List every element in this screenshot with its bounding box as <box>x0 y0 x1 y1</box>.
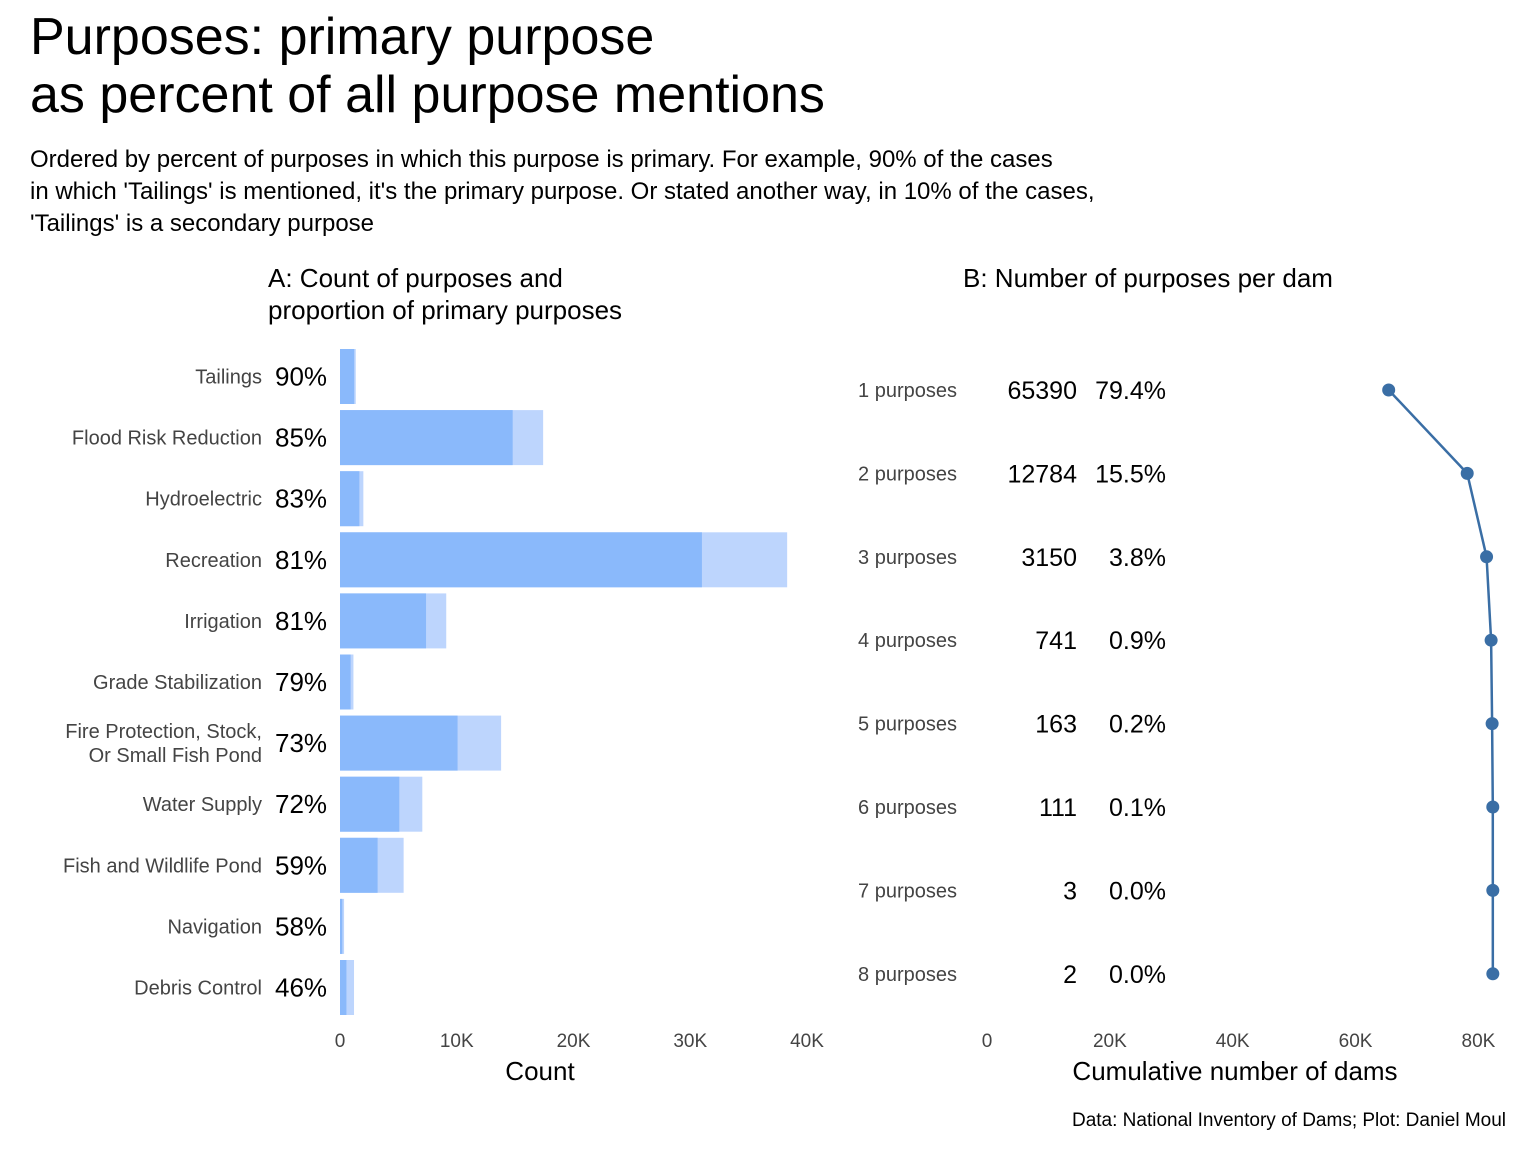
chart-title-line-1: Purposes: primary purpose <box>30 8 655 66</box>
chart-caption: Data: National Inventory of Dams; Plot: … <box>1071 1110 1506 1131</box>
chart-subtitle-line-3: 'Tailings' is a secondary purpose <box>30 210 375 237</box>
purposes-label: 1 purposes <box>858 380 957 402</box>
x-tick-label: 40K <box>790 1031 824 1052</box>
category-label: Hydroelectric <box>145 489 262 511</box>
percent-label: 79% <box>275 667 327 697</box>
category-label: Or Small Fish Pond <box>89 745 262 767</box>
data-point <box>1382 383 1396 397</box>
bar-primary <box>340 471 360 527</box>
cumulative-line <box>1387 389 1495 974</box>
purposes-label: 2 purposes <box>858 463 957 485</box>
dam-count-label: 111 <box>1039 794 1077 822</box>
data-point <box>1480 550 1494 564</box>
percent-label: 83% <box>275 484 327 514</box>
percent-label: 81% <box>275 606 327 636</box>
percent-label: 46% <box>275 973 327 1003</box>
data-point <box>1486 883 1500 897</box>
bar-primary <box>340 654 351 710</box>
dam-percent-label: 3.8% <box>1109 544 1166 572</box>
dam-percent-label: 0.1% <box>1109 794 1166 822</box>
x-tick-label: 20K <box>557 1031 591 1052</box>
dam-percent-label: 0.0% <box>1109 961 1166 989</box>
category-label: Tailings <box>195 367 262 389</box>
category-label: Recreation <box>165 550 262 572</box>
purposes-label: 7 purposes <box>858 880 957 902</box>
bar-primary <box>340 349 355 404</box>
data-point <box>1486 967 1500 981</box>
data-point <box>1486 800 1500 814</box>
panel-a-title-line: proportion of primary purposes <box>268 295 622 325</box>
x-tick-label: 20K <box>1093 1031 1127 1052</box>
category-label: Navigation <box>167 916 262 938</box>
bar-primary <box>340 532 702 588</box>
x-tick-label: 0 <box>335 1031 346 1052</box>
x-tick-label: 10K <box>440 1031 474 1052</box>
dam-count-label: 2 <box>1063 961 1077 989</box>
dam-count-label: 12784 <box>1007 460 1077 488</box>
chart-subtitle-line-2: in which 'Tailings' is mentioned, it's t… <box>30 178 1095 205</box>
dam-count-label: 3 <box>1063 877 1077 905</box>
chart-subtitle-line-1: Ordered by percent of purposes in which … <box>30 146 1053 173</box>
x-axis-title: Count <box>505 1056 575 1086</box>
data-point <box>1485 717 1499 731</box>
percent-label: 72% <box>275 789 327 819</box>
purposes-label: 8 purposes <box>858 964 957 986</box>
category-label: Grade Stabilization <box>93 672 262 694</box>
percent-label: 58% <box>275 911 327 941</box>
dam-count-label: 741 <box>1035 627 1077 655</box>
percent-label: 90% <box>275 362 327 392</box>
panel-a-title-line: A: Count of purposes and <box>268 263 563 293</box>
percent-label: 85% <box>275 423 327 453</box>
chart-title-line-2: as percent of all purpose mentions <box>30 66 825 124</box>
dam-count-label: 3150 <box>1021 544 1077 572</box>
bar-primary <box>340 715 458 771</box>
chart-subtitle: Ordered by percent of purposes in which … <box>30 144 1510 240</box>
category-label: Irrigation <box>184 611 262 633</box>
bar-primary <box>340 593 427 649</box>
bar-primary <box>340 837 378 893</box>
dam-percent-label: 0.2% <box>1109 711 1166 739</box>
bar-primary <box>340 410 513 466</box>
percent-label: 81% <box>275 545 327 575</box>
bar-primary <box>340 776 400 832</box>
chart-title: Purposes: primary purpose as percent of … <box>30 8 1510 124</box>
purposes-label: 6 purposes <box>858 797 957 819</box>
dam-count-label: 65390 <box>1007 377 1077 405</box>
purposes-label: 3 purposes <box>858 547 957 569</box>
panel-b-title-line: B: Number of purposes per dam <box>963 263 1333 293</box>
category-label: Fish and Wildlife Pond <box>63 855 262 877</box>
data-point <box>1484 633 1498 647</box>
dam-count-label: 163 <box>1035 711 1077 739</box>
x-tick-label: 0 <box>982 1031 993 1052</box>
category-label: Debris Control <box>134 978 262 1000</box>
percent-label: 59% <box>275 850 327 880</box>
percent-label: 73% <box>275 728 327 758</box>
category-label: Fire Protection, Stock, <box>65 721 262 743</box>
purposes-label: 5 purposes <box>858 714 957 736</box>
dam-percent-label: 79.4% <box>1095 377 1166 405</box>
dam-percent-label: 15.5% <box>1095 460 1166 488</box>
bar-primary <box>340 960 347 1015</box>
bar-primary <box>340 898 343 954</box>
category-label: Water Supply <box>143 794 262 816</box>
purposes-label: 4 purposes <box>858 630 957 652</box>
x-tick-label: 60K <box>1339 1031 1373 1052</box>
dam-percent-label: 0.0% <box>1109 877 1166 905</box>
data-point <box>1460 466 1474 480</box>
x-tick-label: 80K <box>1462 1031 1496 1052</box>
category-label: Flood Risk Reduction <box>72 428 262 450</box>
dam-percent-label: 0.9% <box>1109 627 1166 655</box>
x-axis-title: Cumulative number of dams <box>1072 1056 1397 1086</box>
x-tick-label: 40K <box>1216 1031 1250 1052</box>
x-tick-label: 30K <box>673 1031 707 1052</box>
